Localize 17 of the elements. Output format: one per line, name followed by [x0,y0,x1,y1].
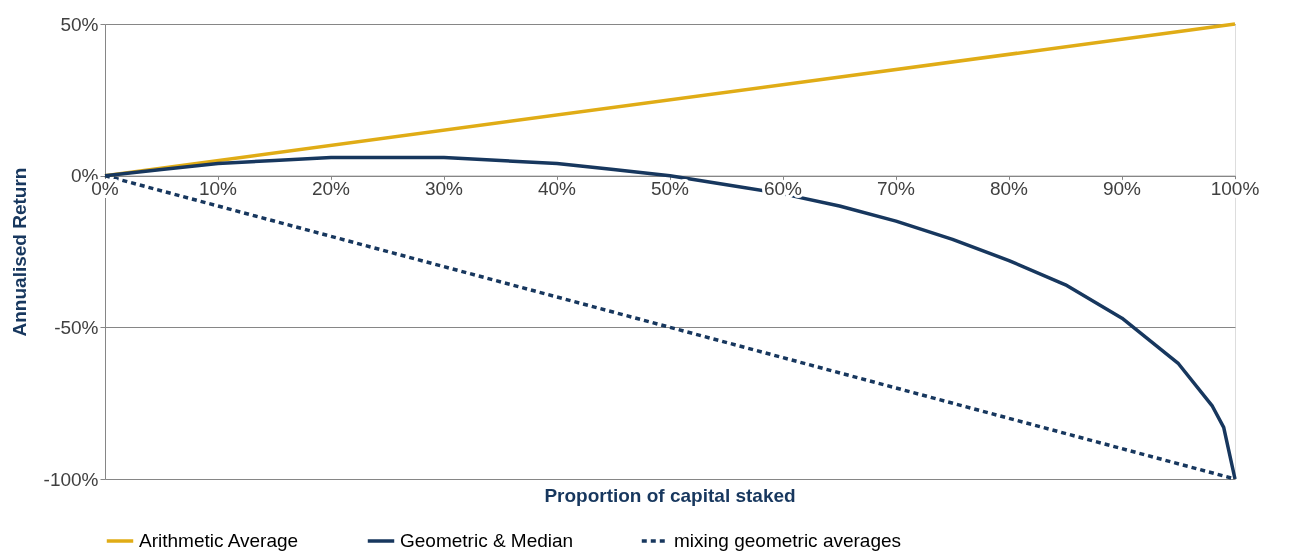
x-tick-label: 30% [424,177,464,199]
y-tick-label: -100% [43,468,99,490]
y-tick-label: -50% [54,316,99,338]
x-tick-label: 90% [1102,177,1142,199]
x-tick-label: 50% [650,177,690,199]
y-axis-title: Annualised Return [8,167,30,337]
x-tick-label: 40% [537,177,577,199]
x-tick-label: 80% [989,177,1029,199]
x-tick-label: 10% [198,177,238,199]
legend-label: mixing geometric averages [674,530,902,551]
x-tick-label: 20% [311,177,351,199]
legend-label: Geometric & Median [400,530,574,551]
x-axis-title: Proportion of capital staked [544,485,796,506]
x-tick-label: 70% [876,177,916,199]
legend-label: Arithmetic Average [139,530,299,551]
x-tick-label: 100% [1210,177,1260,199]
y-tick-label: 50% [60,13,99,35]
